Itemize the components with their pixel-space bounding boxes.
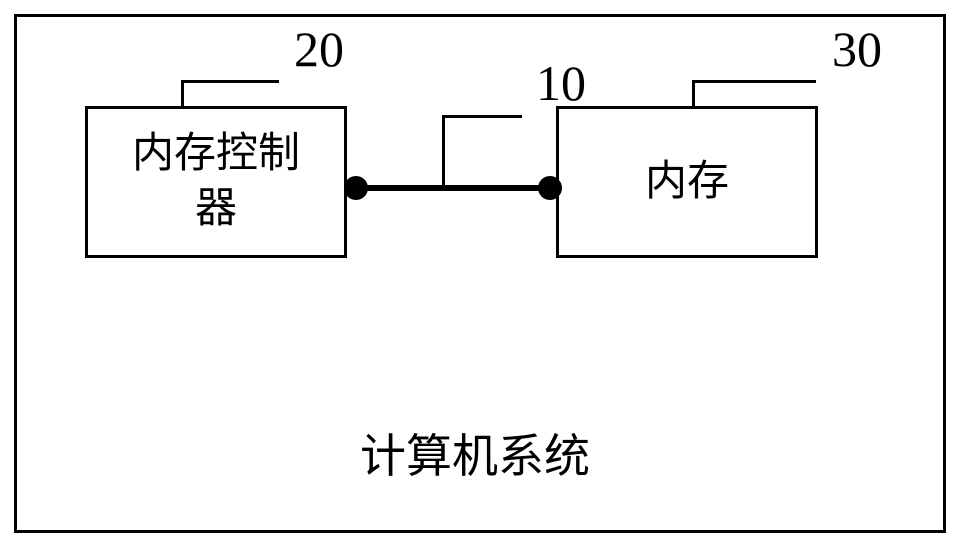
leader-10-h [442, 115, 522, 118]
memory-box: 内存 [556, 106, 818, 258]
leader-20-v [181, 80, 184, 106]
memory-label: 内存 [645, 155, 729, 210]
system-caption: 计算机系统 [360, 420, 590, 486]
memory-controller-label: 内存控制 器 [132, 127, 300, 236]
ref-num-30: 30 [832, 20, 882, 78]
memory-controller-text-line1: 内存控制 [132, 131, 300, 177]
memory-controller-text-line2: 器 [195, 186, 237, 232]
connector-dot-left [344, 176, 368, 200]
memory-controller-box: 内存控制 器 [85, 106, 347, 258]
leader-30-v [692, 80, 695, 106]
connector-line [356, 185, 550, 191]
connector-dot-right [538, 176, 562, 200]
leader-30-h [692, 80, 816, 83]
ref-num-20: 20 [294, 20, 344, 78]
leader-20-h [181, 80, 279, 83]
ref-num-10: 10 [536, 54, 586, 112]
leader-10-v [442, 115, 445, 185]
